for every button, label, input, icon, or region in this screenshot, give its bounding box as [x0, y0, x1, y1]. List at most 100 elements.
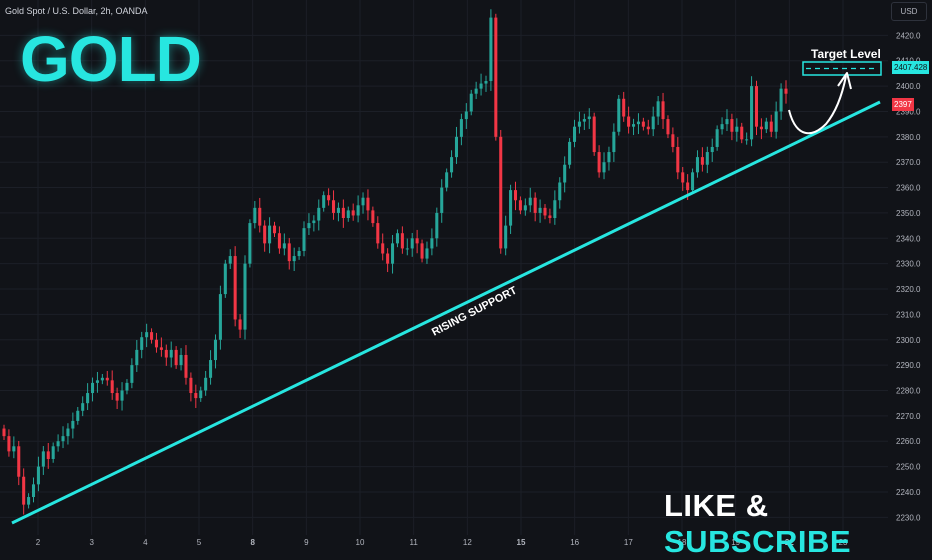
candle-body: [130, 365, 134, 383]
price-tick-label: 2340.0: [896, 234, 921, 243]
date-tick-label: 10: [356, 538, 365, 547]
candle-body: [56, 441, 60, 447]
date-tick-label: 8: [250, 538, 255, 547]
candle-body: [676, 146, 680, 173]
candle-body: [528, 197, 532, 206]
candle-body: [602, 162, 606, 173]
candle-body: [322, 195, 326, 208]
candle-body: [553, 200, 557, 218]
candle-body: [430, 238, 434, 249]
candle-body: [253, 207, 257, 224]
date-tick-label: 2: [36, 538, 41, 547]
candle-body: [27, 497, 31, 505]
candle-body: [420, 243, 424, 259]
candle-body: [395, 233, 399, 244]
candle-body: [12, 446, 16, 452]
candle-body: [774, 111, 778, 132]
candle-body: [489, 17, 493, 82]
candle-body: [91, 382, 95, 394]
candle-body: [36, 466, 40, 485]
candle-body: [410, 238, 414, 249]
candle-body: [641, 121, 645, 127]
candle-body: [494, 17, 498, 137]
candlesticks: [2, 9, 788, 515]
candle-body: [41, 451, 45, 467]
candle-body: [754, 86, 759, 127]
date-tick-label: 4: [143, 538, 148, 547]
candle-body: [445, 172, 449, 188]
candle-body: [469, 93, 473, 112]
price-tick-label: 2250.0: [896, 463, 921, 472]
target-price-label: 2407.428: [892, 61, 930, 74]
candle-body: [730, 119, 734, 132]
price-tick-label: 2350.0: [896, 209, 921, 218]
candle-body: [646, 126, 650, 130]
candle-body: [213, 339, 218, 361]
candle-body: [740, 126, 744, 140]
price-tick-label: 2290.0: [896, 361, 921, 370]
price-tick-label: 2260.0: [896, 437, 921, 446]
candle-body: [204, 377, 208, 391]
candle-body: [617, 98, 621, 132]
candle-body: [287, 243, 291, 262]
candle-body: [622, 98, 626, 117]
candle-body: [164, 349, 168, 358]
candle-body: [533, 197, 537, 213]
candle-body: [331, 200, 336, 213]
price-tick-label: 2420.0: [896, 31, 921, 40]
candle-body: [464, 111, 468, 120]
candle-body: [386, 253, 390, 264]
price-tick-label: 2240.0: [896, 488, 921, 497]
candle-body: [17, 446, 21, 477]
candle-body: [563, 164, 567, 183]
candle-body: [199, 390, 203, 399]
candle-body: [440, 187, 444, 213]
like-text: LIKE &: [664, 488, 769, 523]
candle-body: [272, 225, 277, 234]
candle-body: [223, 263, 227, 295]
candle-body: [346, 210, 350, 218]
date-tick-label: 22: [785, 538, 794, 547]
candle-body: [666, 119, 670, 135]
candle-body: [764, 121, 768, 130]
candle-body: [154, 339, 158, 348]
candle-body: [735, 126, 739, 132]
target-level-box[interactable]: [802, 61, 882, 76]
candle-body: [691, 172, 695, 191]
candle-body: [277, 233, 281, 249]
candle-body: [76, 410, 80, 421]
current-price-label: 2397: [892, 98, 914, 111]
candle-body: [282, 243, 286, 249]
candle-body: [627, 116, 631, 127]
price-tick-label: 2380.0: [896, 133, 921, 142]
candle-body: [720, 124, 724, 130]
candle-body: [307, 223, 311, 229]
candle-body: [292, 256, 296, 262]
candle-body: [548, 215, 552, 218]
candle-body: [632, 124, 636, 127]
candle-body: [341, 207, 345, 218]
time-axis[interactable]: 2 3 4 5 8 9 10 11 12 15 16 17 18 19 22 23: [36, 538, 848, 547]
currency-button[interactable]: USD: [891, 2, 927, 21]
candle-body: [509, 190, 513, 226]
candle-body: [504, 225, 508, 249]
candle-body: [169, 349, 173, 358]
candle-body: [184, 354, 188, 378]
candle-body: [209, 360, 213, 378]
candle-body: [150, 332, 154, 340]
candle-body: [538, 207, 542, 213]
rising-support-line[interactable]: [11, 100, 881, 525]
candle-body: [115, 393, 119, 401]
candle-body: [95, 380, 99, 383]
date-tick-label: 19: [731, 538, 740, 547]
candle-body: [543, 207, 547, 216]
candle-body: [435, 212, 439, 239]
price-tick-label: 2310.0: [896, 310, 921, 319]
candle-body: [572, 126, 577, 142]
price-tick-label: 2280.0: [896, 386, 921, 395]
candle-body: [105, 377, 109, 381]
candle-body: [597, 152, 601, 173]
date-tick-label: 16: [570, 538, 579, 547]
candle-body: [686, 182, 690, 191]
